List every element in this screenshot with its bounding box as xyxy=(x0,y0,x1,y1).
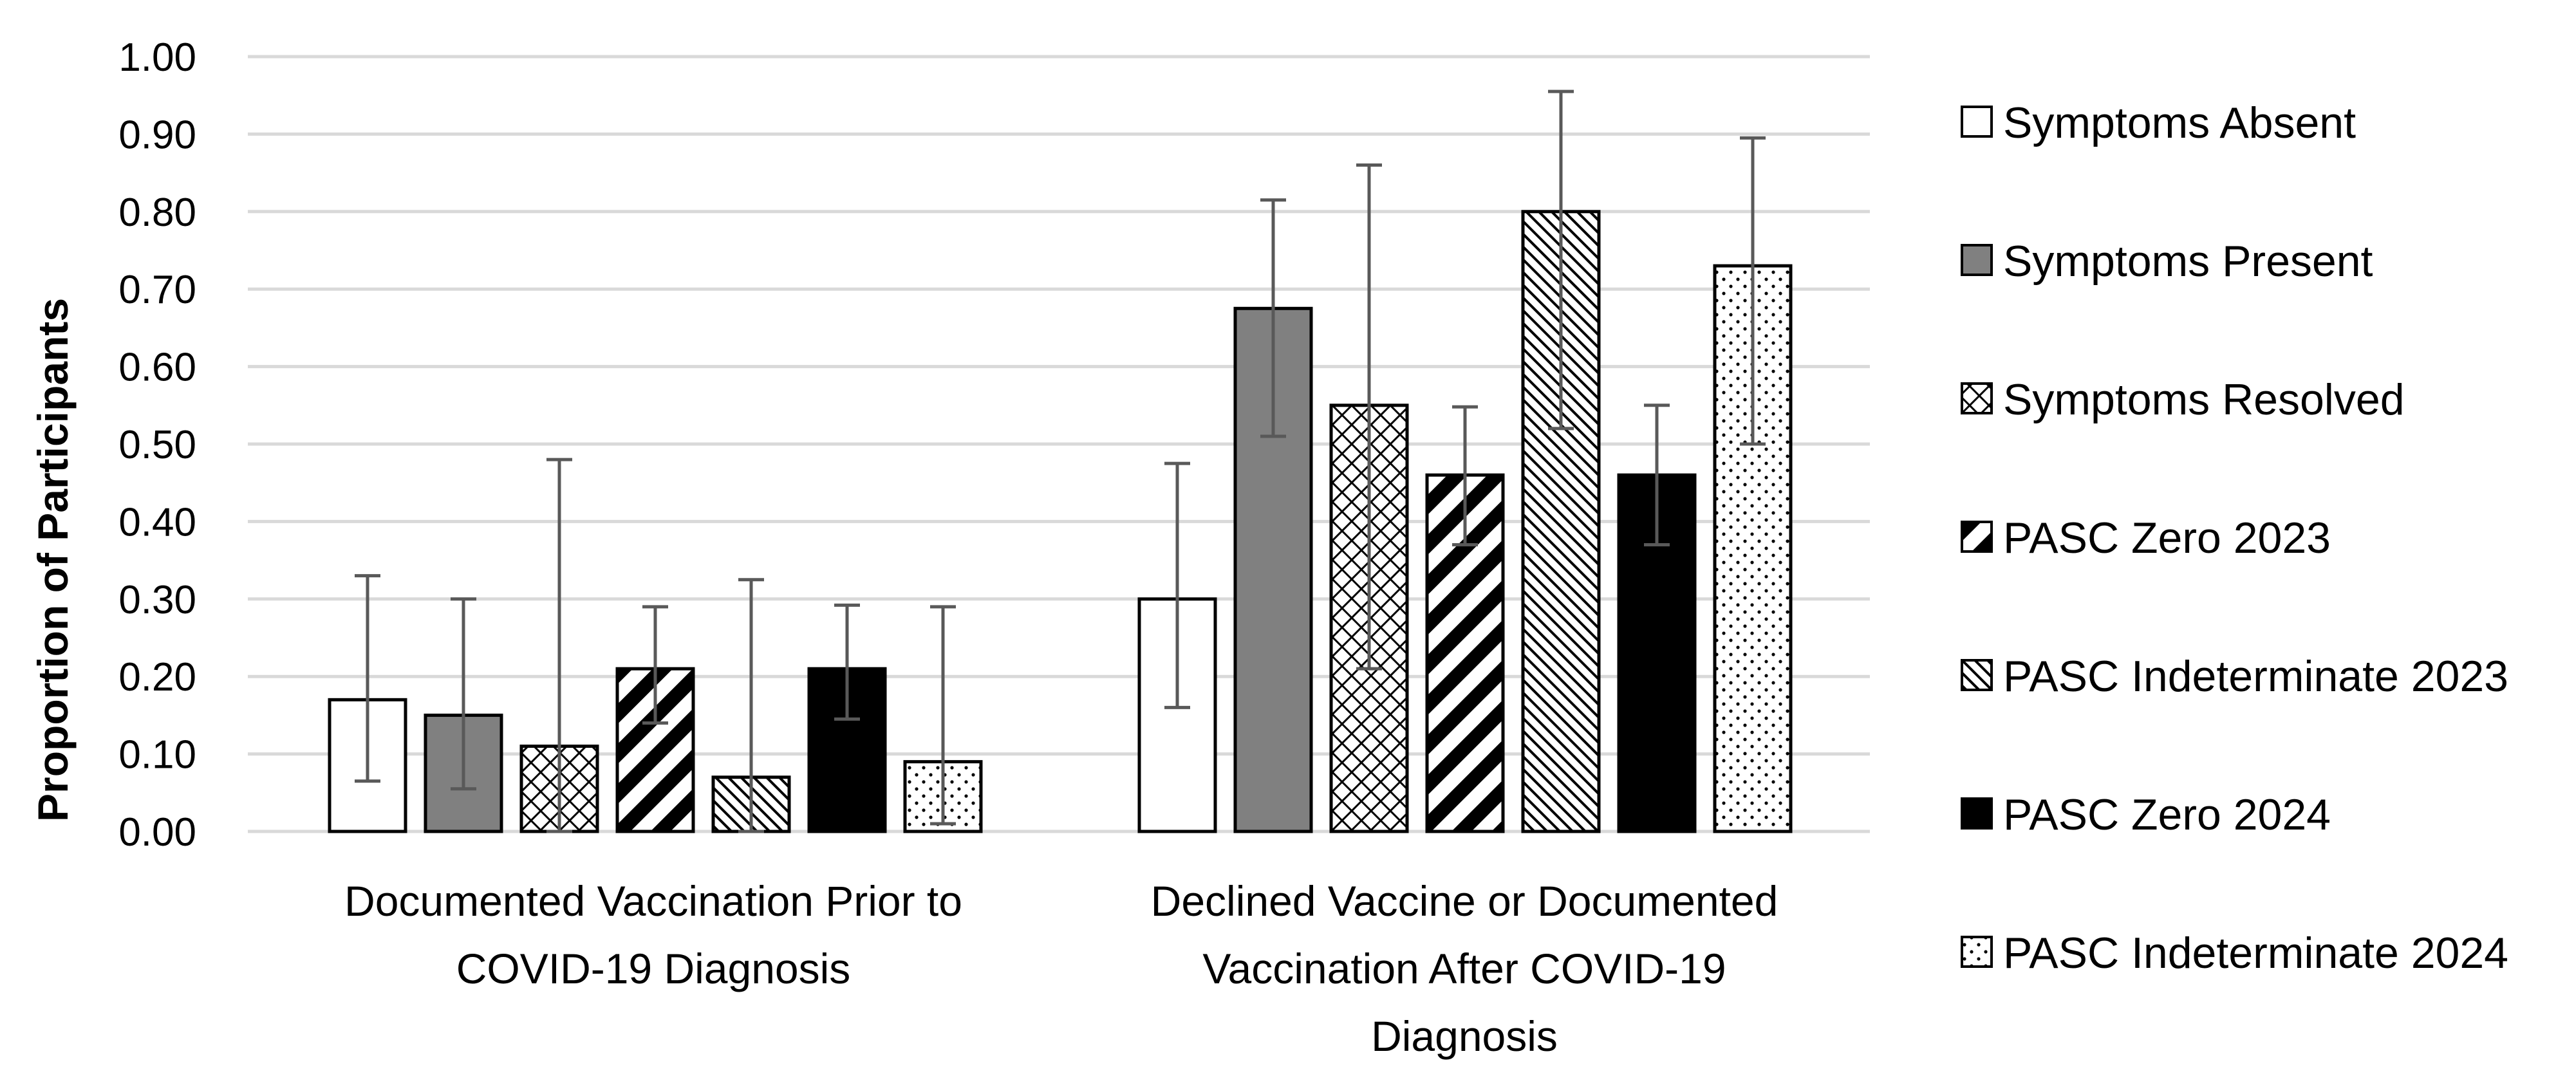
legend-label: Symptoms Present xyxy=(2003,237,2373,286)
x-category-label: Documented Vaccination Prior to COVID-19 … xyxy=(344,877,962,992)
legend-label: PASC Indeterminate 2023 xyxy=(2003,652,2508,701)
legend-label: Symptoms Resolved xyxy=(2003,375,2405,424)
legend-swatch xyxy=(1961,521,1993,553)
legend-swatch xyxy=(1961,106,1993,138)
legend-label: PASC Indeterminate 2024 xyxy=(2003,929,2508,978)
y-tick-label: 0.80 xyxy=(118,190,196,235)
legend: Symptoms Absent Symptoms Present Symptoms … xyxy=(1961,98,2508,978)
error-bars xyxy=(355,89,1766,833)
legend-label: Symptoms Absent xyxy=(2003,98,2356,147)
y-axis-title: Proportion of Participants xyxy=(29,298,77,822)
y-tick-label: 0.20 xyxy=(118,655,196,700)
gridlines xyxy=(248,55,1870,833)
y-tick-label: 0.90 xyxy=(118,113,196,157)
legend-swatch xyxy=(1961,659,1993,691)
y-tick-label: 0.10 xyxy=(118,733,196,777)
y-tick-label: 0.70 xyxy=(118,268,196,312)
y-tick-label: 0.00 xyxy=(118,810,196,855)
y-tick-label: 0.40 xyxy=(118,500,196,544)
x-axis-categories: Documented Vaccination Prior to COVID-19 … xyxy=(344,877,1778,1060)
x-category-label: Declined Vaccine or Documented Vaccinatio… xyxy=(1151,877,1778,1060)
y-tick-label: 0.30 xyxy=(118,578,196,622)
y-tick-label: 0.60 xyxy=(118,346,196,390)
legend-swatch xyxy=(1961,244,1993,276)
legend-label: PASC Zero 2024 xyxy=(2003,790,2331,839)
legend-swatch xyxy=(1961,936,1993,968)
y-tick-label: 0.50 xyxy=(118,423,196,467)
y-axis-ticks: 0.00 0.10 0.20 0.30 0.40 0.50 0.60 0.70 0.80 0.90… xyxy=(118,35,196,855)
y-tick-label: 1.00 xyxy=(118,35,196,80)
legend-label: PASC Zero 2023 xyxy=(2003,514,2331,562)
legend-swatch xyxy=(1961,797,1993,830)
legend-swatch xyxy=(1961,382,1993,414)
